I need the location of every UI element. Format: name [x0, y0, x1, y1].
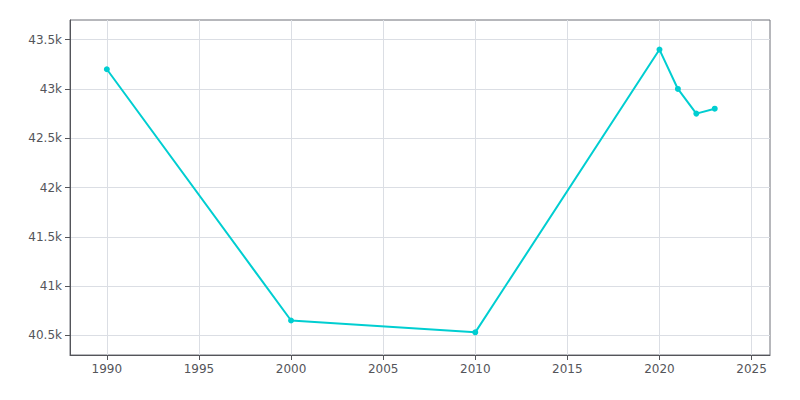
svg-text:2015: 2015 — [552, 362, 583, 376]
svg-text:43k: 43k — [40, 82, 62, 96]
svg-text:42k: 42k — [40, 181, 62, 195]
svg-text:1995: 1995 — [184, 362, 215, 376]
svg-text:41.5k: 41.5k — [28, 230, 62, 244]
svg-text:42.5k: 42.5k — [28, 131, 62, 145]
svg-text:43.5k: 43.5k — [28, 33, 62, 47]
svg-text:2005: 2005 — [368, 362, 399, 376]
svg-text:2010: 2010 — [460, 362, 491, 376]
svg-text:40.5k: 40.5k — [28, 328, 62, 342]
svg-text:2000: 2000 — [276, 362, 307, 376]
svg-text:2020: 2020 — [644, 362, 675, 376]
svg-text:2025: 2025 — [736, 362, 767, 376]
svg-text:41k: 41k — [40, 279, 62, 293]
svg-text:1990: 1990 — [92, 362, 123, 376]
